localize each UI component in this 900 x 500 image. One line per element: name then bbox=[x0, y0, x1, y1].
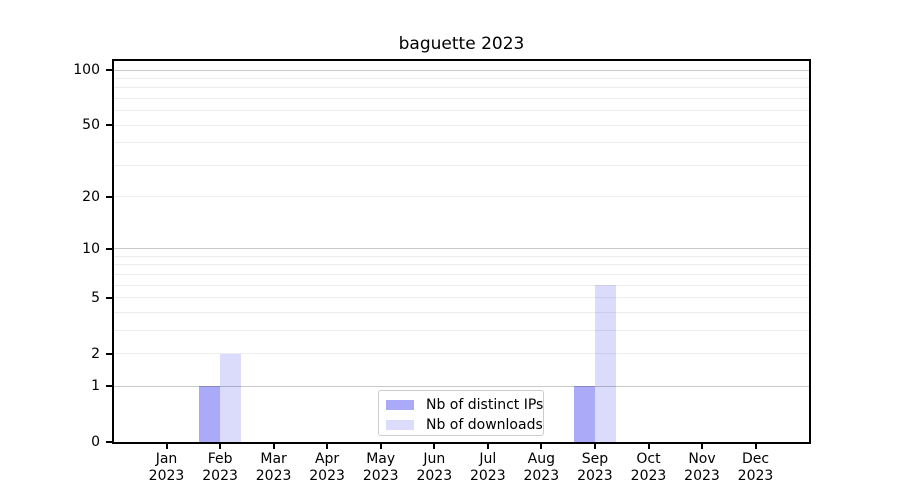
x-tick-label: Jan 2023 bbox=[148, 451, 185, 484]
y-tick-label: 20 bbox=[82, 188, 100, 205]
minor-gridline bbox=[114, 98, 809, 99]
minor-gridline bbox=[114, 264, 809, 266]
major-gridline bbox=[114, 385, 809, 387]
x-tick-label: May 2023 bbox=[362, 451, 399, 484]
bar-downloads-sep bbox=[594, 285, 616, 442]
minor-gridline bbox=[114, 353, 809, 354]
x-tick-label: Apr 2023 bbox=[309, 451, 345, 484]
y-tick-label: 0 bbox=[91, 434, 100, 450]
minor-gridline bbox=[114, 329, 809, 331]
x-tick-mark bbox=[379, 444, 382, 449]
minor-gridline bbox=[114, 78, 809, 79]
y-tick-mark bbox=[106, 69, 112, 71]
y-tick-label: 5 bbox=[91, 289, 100, 306]
x-tick-label: Feb 2023 bbox=[202, 451, 238, 484]
chart-title: baguette 2023 bbox=[398, 34, 525, 54]
y-tick-label: 50 bbox=[82, 117, 100, 134]
x-tick-mark bbox=[540, 444, 543, 449]
y-tick-mark bbox=[106, 385, 112, 388]
x-tick-mark bbox=[433, 444, 436, 449]
y-tick-mark bbox=[106, 124, 112, 127]
major-gridline bbox=[114, 248, 809, 250]
x-tick-mark bbox=[754, 444, 757, 449]
y-tick-label: 2 bbox=[91, 345, 100, 362]
minor-gridline bbox=[114, 273, 809, 275]
minor-gridline bbox=[114, 142, 809, 144]
x-tick-label: Oct 2023 bbox=[630, 451, 667, 484]
x-tick-mark bbox=[272, 444, 275, 449]
legend: Nb of distinct IPs Nb of downloads bbox=[378, 390, 544, 436]
grid-layer bbox=[114, 61, 809, 442]
x-tick-label: Nov 2023 bbox=[684, 451, 720, 484]
legend-swatch-downloads bbox=[386, 420, 414, 430]
x-tick-mark bbox=[647, 444, 650, 449]
minor-gridline bbox=[114, 87, 809, 89]
x-tick-label: Aug 2023 bbox=[523, 451, 560, 484]
legend-item-downloads: Nb of downloads bbox=[379, 415, 543, 435]
bar-layer bbox=[114, 61, 809, 442]
minor-gridline bbox=[114, 124, 809, 126]
minor-gridline bbox=[114, 110, 809, 112]
legend-item-distinct-ips: Nb of distinct IPs bbox=[379, 395, 543, 415]
legend-swatch-distinct-ips bbox=[386, 400, 414, 410]
x-tick-mark bbox=[593, 444, 596, 449]
major-gridline bbox=[114, 69, 809, 71]
legend-label-downloads: Nb of downloads bbox=[426, 417, 543, 433]
x-tick-mark bbox=[326, 444, 329, 449]
minor-gridline bbox=[114, 284, 809, 286]
x-tick-mark bbox=[486, 444, 489, 449]
minor-gridline bbox=[114, 255, 809, 257]
y-tick-label: 10 bbox=[82, 240, 100, 257]
minor-gridline bbox=[114, 164, 809, 166]
x-tick-mark bbox=[219, 444, 222, 449]
legend-label-distinct-ips: Nb of distinct IPs bbox=[426, 397, 544, 413]
y-tick-label: 1 bbox=[91, 378, 100, 395]
x-tick-label: Jun 2023 bbox=[416, 451, 453, 484]
minor-gridline bbox=[114, 311, 809, 313]
bar-downloads-feb bbox=[220, 353, 242, 442]
x-tick-label: Sep 2023 bbox=[577, 451, 613, 484]
y-tick-mark bbox=[106, 247, 112, 250]
x-tick-mark bbox=[165, 444, 168, 449]
y-tick-label: 100 bbox=[73, 62, 100, 78]
bar-distinct-ips-feb bbox=[199, 386, 221, 442]
y-tick-mark bbox=[106, 352, 112, 355]
x-tick-label: Jul 2023 bbox=[469, 451, 506, 484]
bar-distinct-ips-sep bbox=[573, 386, 595, 442]
x-tick-label: Mar 2023 bbox=[255, 451, 292, 484]
y-tick-mark bbox=[106, 195, 112, 198]
y-tick-mark bbox=[106, 441, 112, 443]
y-tick-mark bbox=[106, 296, 112, 299]
x-tick-mark bbox=[701, 444, 703, 449]
plot-area: Nb of distinct IPs Nb of downloads bbox=[112, 59, 811, 444]
x-tick-label: Dec 2023 bbox=[737, 451, 774, 484]
minor-gridline bbox=[114, 297, 809, 299]
minor-gridline bbox=[114, 196, 809, 198]
